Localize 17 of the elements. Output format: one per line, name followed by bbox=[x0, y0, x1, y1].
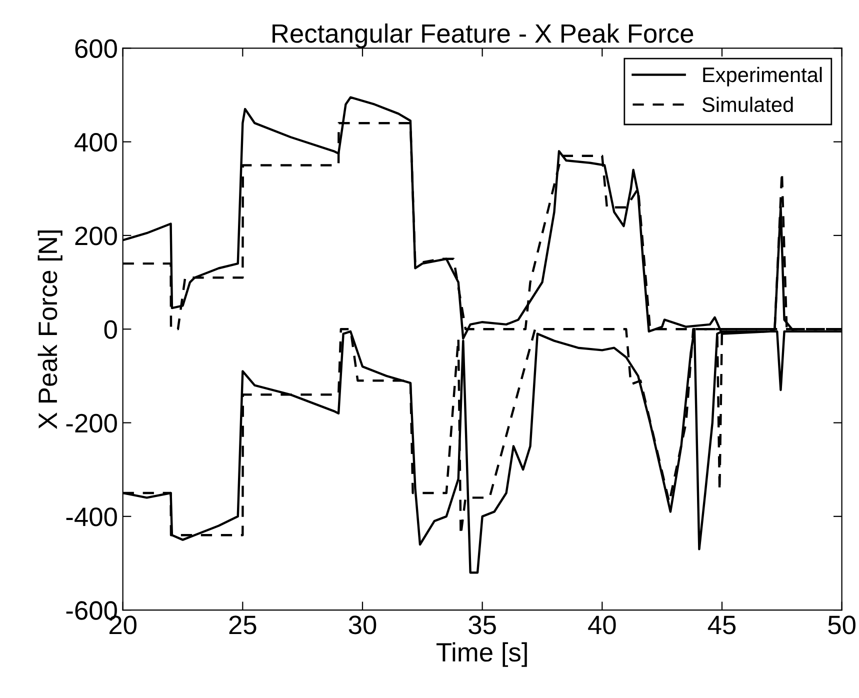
y-axis-title: X Peak Force [N] bbox=[38, 230, 62, 429]
y-tick-label: 200 bbox=[75, 226, 117, 246]
legend-label: Simulated bbox=[702, 96, 793, 112]
y-tick-label: -200 bbox=[66, 414, 117, 433]
y-tick-label: -400 bbox=[66, 508, 117, 526]
x-tick-label: 45 bbox=[708, 616, 736, 634]
x-tick-label: 25 bbox=[229, 616, 256, 634]
x-tick-label: 40 bbox=[588, 616, 616, 634]
y-tick-label: 400 bbox=[74, 132, 117, 152]
x-axis-title: Time [s] bbox=[436, 642, 527, 667]
x-tick-label: 35 bbox=[468, 616, 496, 634]
x-tick-label: 50 bbox=[828, 616, 856, 634]
x-tick-label: 30 bbox=[348, 616, 376, 634]
legend-label: Experimental bbox=[703, 66, 822, 86]
y-tick-label: 0 bbox=[104, 320, 117, 339]
chart-title: Rectangular Feature - X Peak Force bbox=[272, 23, 694, 48]
y-tick-label: 600 bbox=[75, 39, 117, 58]
